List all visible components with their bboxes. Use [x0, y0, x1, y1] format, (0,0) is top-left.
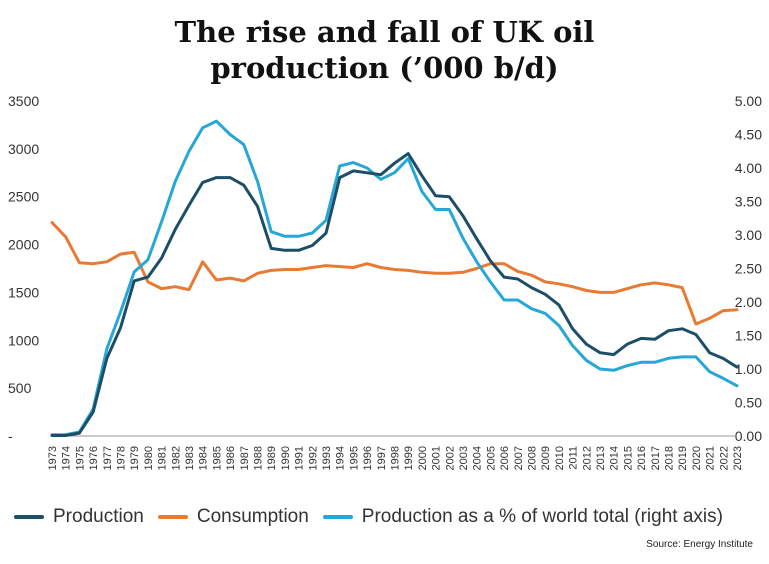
- x-tick-label: 2019: [677, 446, 689, 470]
- x-tick-label: 2011: [568, 446, 580, 470]
- x-tick-label: 1987: [239, 446, 251, 470]
- chart-title-line-1: The rise and fall of UK oil: [174, 15, 595, 49]
- left-tick-label: 1000: [8, 332, 39, 348]
- x-tick-label: 1992: [307, 446, 319, 470]
- x-tick-label: 2018: [664, 446, 676, 470]
- x-tick-label: 1998: [390, 446, 402, 470]
- x-tick-label: 1980: [143, 446, 155, 470]
- legend-label-share: Production as a % of world total (right …: [361, 506, 723, 527]
- x-tick-label: 2021: [705, 446, 717, 470]
- line-chart: - 500 1000 1500 2000 2500 3000 3500 0.00 0.50 1.0…: [8, 93, 762, 470]
- x-tick-label: 2023: [732, 446, 744, 470]
- legend: Production Consumption Production as a %…: [14, 504, 759, 530]
- legend-item-share: Production as a % of world total (right …: [322, 506, 723, 528]
- x-tick-label: 2015: [622, 446, 634, 470]
- x-tick-label: 2010: [554, 446, 566, 470]
- x-tick-label: 1988: [253, 446, 265, 470]
- left-tick-label: -: [8, 428, 13, 444]
- legend-swatch-production: [14, 515, 44, 519]
- x-tick-label: 2020: [691, 446, 703, 470]
- chart-title: The rise and fall of UK oil production (…: [0, 14, 769, 86]
- x-tick-label: 2004: [472, 446, 484, 470]
- right-axis: 0.00 0.50 1.00 1.50 2.00 2.50 3.00 3.50 4.00 4.50…: [735, 93, 762, 444]
- x-tick-label: 1979: [129, 446, 141, 470]
- right-tick-label: 5.00: [735, 93, 762, 109]
- x-tick-label: 1994: [335, 446, 347, 470]
- x-tick-label: 2005: [485, 446, 497, 470]
- x-tick-label: 2000: [417, 446, 429, 470]
- legend-item-consumption: Consumption: [157, 506, 309, 528]
- x-tick-label: 1984: [198, 446, 210, 470]
- series-lines: [50, 119, 739, 437]
- right-tick-label: 4.50: [735, 127, 762, 143]
- source-note: Source: Energy Institute: [646, 539, 753, 550]
- x-tick-label: 1983: [184, 446, 196, 470]
- x-tick-label: 1981: [157, 446, 169, 470]
- left-tick-label: 2500: [8, 189, 39, 205]
- left-tick-label: 3500: [8, 93, 39, 109]
- x-tick-label: 2008: [527, 446, 539, 470]
- x-tick-label: 2007: [513, 446, 525, 470]
- x-tick-label: 1999: [403, 446, 415, 470]
- x-tick-label: 2013: [595, 446, 607, 470]
- legend-swatch-consumption: [157, 515, 188, 519]
- x-tick-label: 1973: [47, 446, 59, 470]
- x-tick-label: 1977: [102, 446, 114, 470]
- right-tick-label: 2.00: [735, 294, 762, 310]
- right-tick-label: 4.00: [735, 160, 762, 176]
- right-tick-label: 3.00: [735, 227, 762, 243]
- series-line-1: [50, 221, 739, 326]
- legend-label-consumption: Consumption: [196, 506, 309, 527]
- chart-title-line-2: production (’000 b/d): [210, 51, 559, 85]
- x-tick-label: 2003: [458, 446, 470, 470]
- right-tick-label: 3.50: [735, 194, 762, 210]
- x-tick-label: 2022: [718, 446, 730, 470]
- legend-item-production: Production: [14, 506, 144, 528]
- legend-label-production: Production: [53, 506, 144, 527]
- x-tick-label: 2006: [499, 446, 511, 470]
- right-tick-label: 2.50: [735, 261, 762, 277]
- x-tick-label: 1985: [211, 446, 223, 470]
- x-axis: 1973 1974 1975 1976 1977 1978 1979 1980 1981 1982…: [47, 446, 744, 470]
- x-tick-label: 2001: [431, 446, 443, 470]
- x-tick-label: 1991: [294, 446, 306, 470]
- x-tick-label: 1993: [321, 446, 333, 470]
- right-tick-label: 1.50: [735, 328, 762, 344]
- x-tick-label: 2009: [540, 446, 552, 470]
- x-tick-label: 2012: [581, 446, 593, 470]
- x-tick-label: 1974: [61, 446, 73, 470]
- right-tick-label: 1.00: [735, 361, 762, 377]
- x-tick-label: 1995: [348, 446, 360, 470]
- legend-swatch-share: [322, 515, 353, 519]
- left-tick-label: 2000: [8, 237, 39, 253]
- x-tick-label: 1996: [362, 446, 374, 470]
- x-tick-label: 1990: [280, 446, 292, 470]
- left-axis: - 500 1000 1500 2000 2500 3000 3500: [8, 93, 39, 444]
- x-tick-label: 2016: [636, 446, 648, 470]
- x-tick-label: 2014: [609, 446, 621, 470]
- left-tick-label: 500: [8, 380, 32, 396]
- right-tick-label: 0.00: [735, 428, 762, 444]
- x-tick-label: 1982: [170, 446, 182, 470]
- series-line-2: [50, 119, 739, 437]
- right-tick-label: 0.50: [735, 395, 762, 411]
- x-tick-label: 1976: [88, 446, 100, 470]
- x-tick-label: 1986: [225, 446, 237, 470]
- x-tick-label: 1997: [376, 446, 388, 470]
- x-tick-label: 1975: [74, 446, 86, 470]
- left-tick-label: 3000: [8, 141, 39, 157]
- x-tick-label: 2017: [650, 446, 662, 470]
- series-line-0: [50, 152, 739, 437]
- x-tick-label: 2002: [444, 446, 456, 470]
- x-tick-label: 1978: [116, 446, 128, 470]
- left-tick-label: 1500: [8, 284, 39, 300]
- x-tick-label: 1989: [266, 446, 278, 470]
